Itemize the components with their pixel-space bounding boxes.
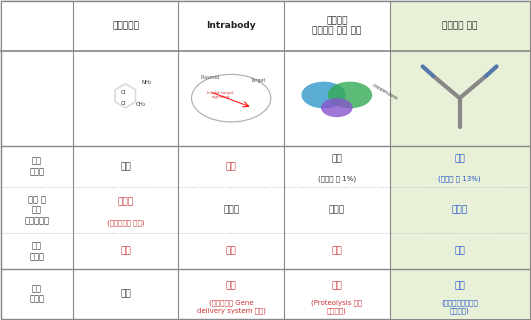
Circle shape [302, 82, 346, 108]
Text: ⬡: ⬡ [112, 84, 139, 113]
Text: 낮음: 낮음 [331, 282, 342, 291]
Bar [390, 1, 529, 319]
Circle shape [328, 82, 372, 108]
Text: 없음: 없음 [331, 247, 342, 256]
Text: 소분자약물: 소분자약물 [112, 21, 139, 30]
Circle shape [321, 98, 353, 117]
Text: (일반항체의약품과
동일구조): (일반항체의약품과 동일구조) [441, 300, 478, 314]
Text: 있음: 있음 [120, 162, 131, 171]
Text: Inhibit target
signaling: Inhibit target signaling [207, 91, 234, 99]
Text: (조직특이적 Gene
delivery system 필요): (조직특이적 Gene delivery system 필요) [196, 300, 266, 314]
Text: GRKKRRQRRR: GRKKRRQRRR [371, 83, 398, 101]
Text: 개발
가능성: 개발 가능성 [30, 284, 45, 304]
Text: 세포 내
타겟
표적가능성: 세포 내 타겟 표적가능성 [24, 195, 49, 225]
Text: Target: Target [250, 78, 266, 83]
Text: 있음: 있음 [331, 154, 342, 163]
Text: 조직
특이성: 조직 특이성 [30, 242, 45, 261]
Text: 제한적: 제한적 [117, 197, 134, 206]
Text: 가능함: 가능함 [329, 205, 345, 214]
Text: Cl

Cl: Cl Cl [120, 90, 125, 107]
Text: Intrabody: Intrabody [207, 21, 256, 30]
Text: (침투율 약 13%): (침투율 약 13%) [438, 176, 481, 182]
Bar [2, 1, 529, 51]
Text: 있음: 있음 [454, 154, 465, 163]
Text: (소수성포켓 필요): (소수성포켓 필요) [107, 219, 144, 226]
Text: 세포침투 항체: 세포침투 항체 [442, 21, 477, 30]
Text: NH₂: NH₂ [141, 80, 152, 85]
Text: 높음: 높음 [454, 282, 465, 291]
Text: CH₃: CH₃ [136, 102, 146, 107]
Text: (Proteolysis 등의
생산문제): (Proteolysis 등의 생산문제) [311, 300, 362, 314]
Text: (침투율 약 1%): (침투율 약 1%) [318, 176, 356, 182]
Text: 없음: 없음 [226, 247, 236, 256]
Text: 없음: 없음 [120, 247, 131, 256]
Text: 낮음: 낮음 [226, 282, 236, 291]
Text: 있음: 있음 [454, 247, 465, 256]
Text: 세포
침투능: 세포 침투능 [30, 157, 45, 176]
Text: 높음: 높음 [120, 290, 131, 299]
Text: 가능함: 가능함 [451, 205, 468, 214]
Text: 가능함: 가능함 [223, 205, 239, 214]
Text: 세포침투
펩타이드 융합 항체: 세포침투 펩타이드 융합 항체 [312, 16, 362, 36]
Text: Plasmid: Plasmid [201, 75, 220, 80]
Text: 없음: 없음 [226, 162, 236, 171]
